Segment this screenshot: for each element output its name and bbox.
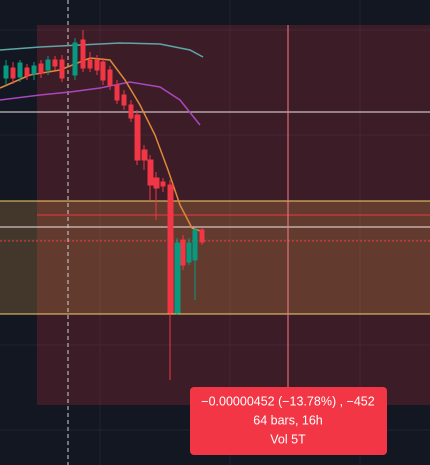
measure-tooltip bbox=[190, 387, 387, 455]
candles bbox=[3, 30, 205, 380]
ma-line bbox=[0, 57, 204, 233]
ma-line bbox=[0, 42, 204, 58]
tooltip-change: −0.00000452 (−13.78%) , −452 bbox=[201, 394, 374, 408]
tooltip-volume: Vol 5T bbox=[270, 432, 306, 446]
tooltip-range: 64 bars, 16h bbox=[253, 413, 323, 427]
zone-band bbox=[0, 201, 430, 314]
